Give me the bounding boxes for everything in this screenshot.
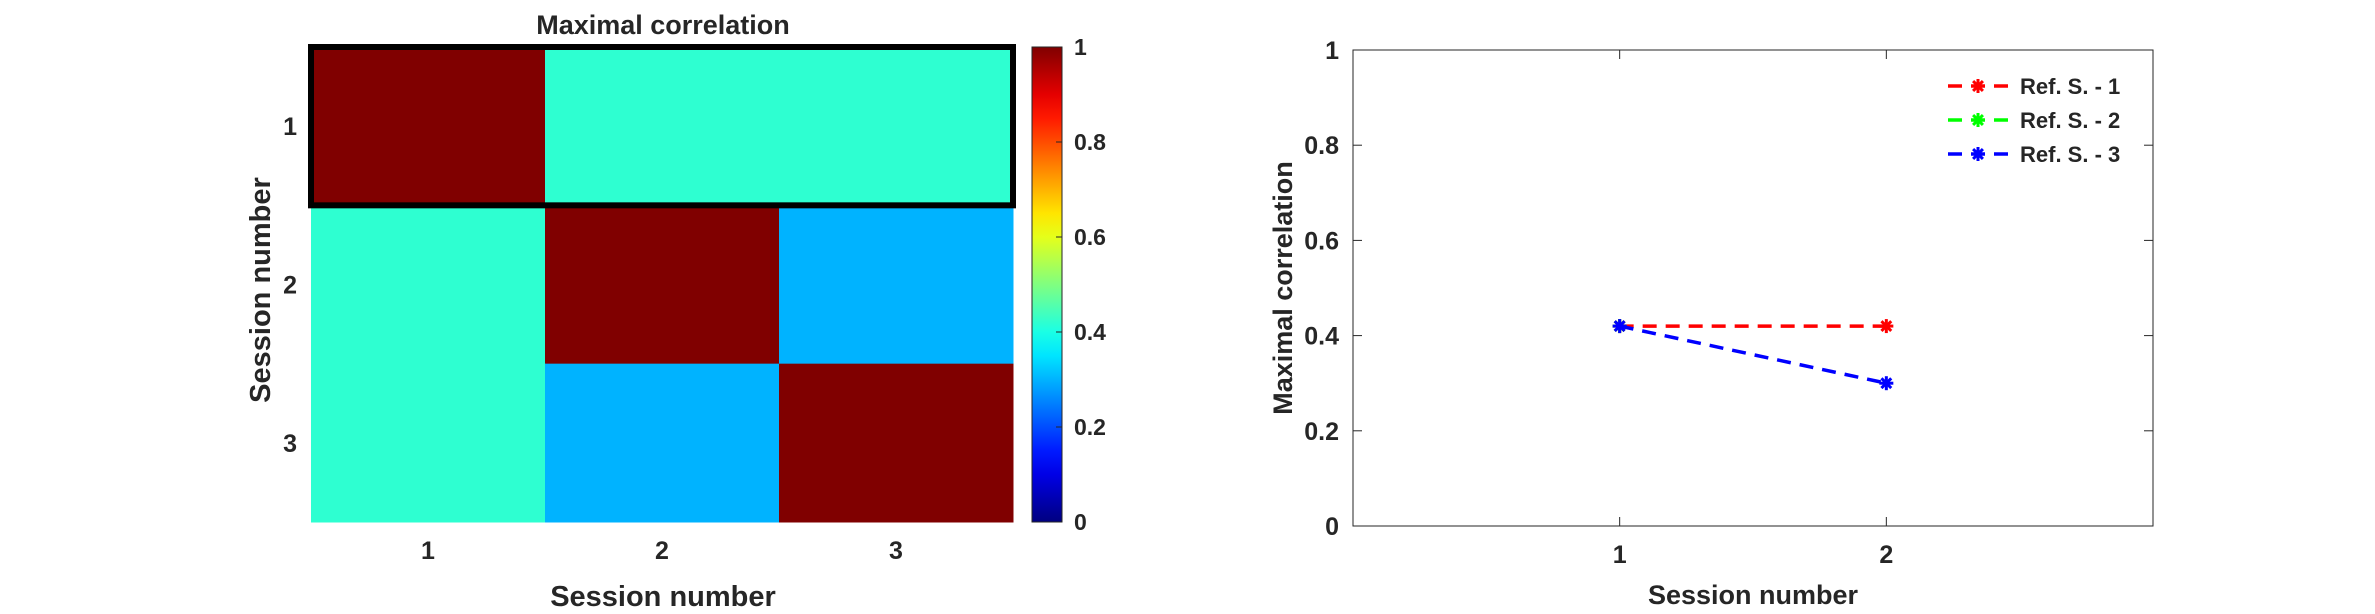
legend-label: Ref. S. - 3 — [2020, 142, 2120, 167]
legend-item: Ref. S. - 1 — [1948, 74, 2120, 99]
line-chart-ticks — [1353, 49, 2153, 527]
line-chart-x-tick-label: 2 — [1879, 541, 1893, 569]
legend-label: Ref. S. - 2 — [2020, 108, 2120, 133]
heatmap-cell — [545, 205, 780, 365]
colorbar-gradient — [1031, 46, 1063, 523]
heatmap-cell — [779, 363, 1014, 523]
heatmap-y-tick-labels: 1 2 3 — [283, 113, 297, 458]
line-chart-series — [1612, 319, 1894, 391]
data-point — [1612, 319, 1627, 334]
data-point — [1879, 319, 1894, 334]
line-chart-y-tick-label: 0.2 — [1304, 418, 1339, 446]
legend-item: Ref. S. - 3 — [1948, 142, 2120, 167]
series-3 — [1612, 319, 1894, 391]
legend-label: Ref. S. - 1 — [2020, 74, 2120, 99]
colorbar-tick-label: 0.2 — [1074, 414, 1106, 440]
heatmap-y-tick-label: 3 — [283, 430, 297, 458]
line-chart-y-tick-labels: 0 0.2 0.4 0.6 0.8 1 — [1304, 37, 1339, 541]
line-chart-y-tick-label: 0 — [1325, 513, 1339, 541]
legend-marker — [1971, 147, 1985, 161]
heatmap-cell — [545, 47, 780, 206]
line-chart-axes-box — [1352, 49, 2154, 527]
heatmap-y-tick-label: 2 — [283, 272, 297, 300]
heatmap-chart: Maximal correlation 1 2 3 1 2 3 Session numb… — [245, 10, 1106, 613]
legend-marker — [1971, 79, 1985, 93]
line-chart-y-tick-label: 0.6 — [1304, 227, 1339, 255]
colorbar-tick-labels: 0 0.2 0.4 0.6 0.8 1 — [1056, 34, 1106, 535]
heatmap-y-axis-label: Session number — [245, 177, 277, 403]
line-chart-y-tick-label: 1 — [1325, 37, 1339, 65]
line-chart-y-tick-label: 0.4 — [1304, 323, 1339, 351]
heatmap-y-tick-label: 1 — [283, 113, 297, 141]
colorbar-tick-label: 0.4 — [1074, 319, 1106, 345]
heatmap-cell — [779, 205, 1014, 365]
heatmap-cell — [779, 47, 1014, 206]
colorbar-tick-label: 0.8 — [1074, 129, 1106, 155]
line-chart-x-axis-label: Session number — [1648, 580, 1859, 610]
line-chart-y-axis-label: Maximal correlation — [1268, 161, 1298, 415]
heatmap-title: Maximal correlation — [536, 10, 790, 40]
legend-marker — [1971, 113, 1985, 127]
colorbar-tick-label: 0 — [1074, 509, 1087, 535]
heatmap-x-tick-label: 2 — [655, 537, 669, 565]
line-chart-x-tick-label: 1 — [1613, 541, 1627, 569]
colorbar: 0 0.2 0.4 0.6 0.8 1 — [1031, 34, 1106, 535]
legend-item: Ref. S. - 2 — [1948, 108, 2120, 133]
heatmap-cell — [311, 363, 546, 523]
heatmap-cell — [311, 205, 546, 365]
colorbar-tick-label: 1 — [1074, 34, 1087, 60]
heatmap-x-tick-label: 3 — [889, 537, 903, 565]
heatmap-x-axis-label: Session number — [550, 581, 776, 613]
colorbar-tick-label: 0.6 — [1074, 224, 1106, 250]
heatmap-cells — [311, 47, 1014, 523]
heatmap-x-tick-label: 1 — [421, 537, 435, 565]
heatmap-cell — [311, 47, 546, 206]
heatmap-cell — [545, 363, 780, 523]
heatmap-highlight-row — [308, 44, 1016, 209]
line-chart-y-tick-label: 0.8 — [1304, 132, 1339, 160]
heatmap-x-tick-labels: 1 2 3 — [421, 537, 903, 565]
line-chart-legend: Ref. S. - 1 Ref. S. - 2 Ref. S. - 3 — [1948, 74, 2120, 167]
data-point — [1879, 376, 1894, 391]
